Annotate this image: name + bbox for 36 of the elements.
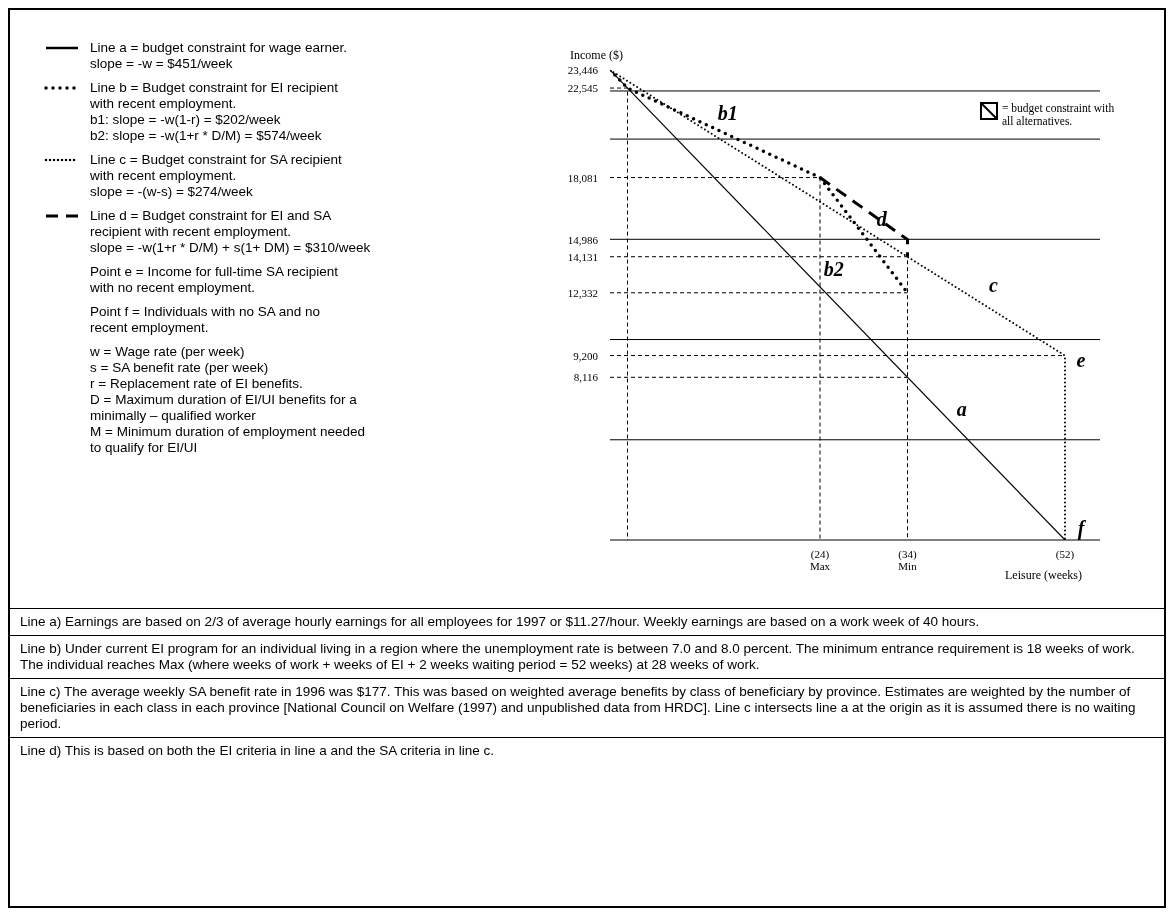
y-tick-label: 8,116 (573, 371, 599, 384)
y-tick-label: 18,081 (567, 171, 598, 184)
text: w = Wage rate (per week) (90, 344, 246, 360)
text: s = SA benefit rate (per week) (90, 360, 270, 376)
x-tick-label: (34) Min (898, 548, 918, 572)
annotation: e (1076, 348, 1086, 371)
x-tick-label: (52) (1055, 548, 1075, 561)
x-axis-title: Leisure (weeks) (1005, 568, 1082, 583)
annotation: d (876, 207, 888, 230)
text: Point f = Individuals with no SA and no recent employment. (90, 304, 322, 336)
text: Point e = Income for full-time SA recipient with no recent employment. (90, 264, 339, 296)
text: M = Minimum duration of employment needed to qualify for EI/UI (90, 424, 366, 456)
legend-label: Line a = budget constraint for wage earner. slope = -w = $451/week (90, 40, 348, 72)
y-tick-label: 9,200 (573, 349, 599, 362)
annotation: a (956, 397, 967, 420)
annotation: b2 (823, 258, 844, 281)
annotation: c (989, 273, 999, 296)
y-axis-title: Income ($) (570, 48, 623, 63)
legend-label: Line b = Budget constraint for EI recipient with recent employment. b1: slope = -w(1-r) = $202/week b2: slope = -w(1+r * D/M) = $574/week (90, 80, 339, 144)
text: r = Replacement rate of EI benefits. (90, 376, 304, 392)
legend-label: Line c = Budget constraint for SA recipient with recent employment. slope = -(w-s) = $274/week (90, 152, 342, 200)
annotation: b1 (717, 101, 738, 124)
text: Line a) Earnings are based on 2/3 of average hourly earnings for all employees for 1997 or $11.27/hour. Weekly earnings are based on a work week of 40 hours. (10, 609, 1164, 636)
text: Line b) Under current EI program for an individual living in a region where the unemployment rate is between 7.0 and 8.0 percent. The minimum entrance requirement is 18 weeks of work. The individual reaches Max (where weeks of work + weeks of EI + 2 weeks waiting period = 52 weeks) at 28 weeks of work. (10, 636, 1164, 679)
y-tick-label: 14,131 (567, 250, 598, 263)
x-tick-label: (24) Max (809, 548, 831, 572)
legend-label: Line d = Budget constraint for EI and SA recipient with recent employment. slope = -w(1+r * D/M) + s(1+ DM) = $310/week (90, 208, 371, 256)
annotation: f (1077, 517, 1087, 541)
y-tick-label: 14,986 (567, 233, 599, 246)
text: D = Maximum duration of EI/UI benefits for a minimally – qualified worker (90, 392, 358, 424)
annotation: = budget constraint with all alternatives. (1002, 102, 1116, 128)
text: Line c) The average weekly SA benefit rate in 1996 was $177. This was based on weighted average benefits by class of beneficiary by province. Estimates are weighted by the number of beneficiaries in each class in each province [National Council on Welfare (1997) and unpublished data from HRDC]. Line c intersects line a at the origin as it is assumed there is no waiting period. (10, 679, 1164, 738)
y-tick-label: 23,446 (567, 64, 599, 76)
text: Line d) This is based on both the EI criteria in line a and the SA criteria in line c. (19, 742, 496, 760)
y-tick-label: 22,545 (567, 82, 599, 95)
y-tick-label: 12,332 (567, 286, 598, 299)
